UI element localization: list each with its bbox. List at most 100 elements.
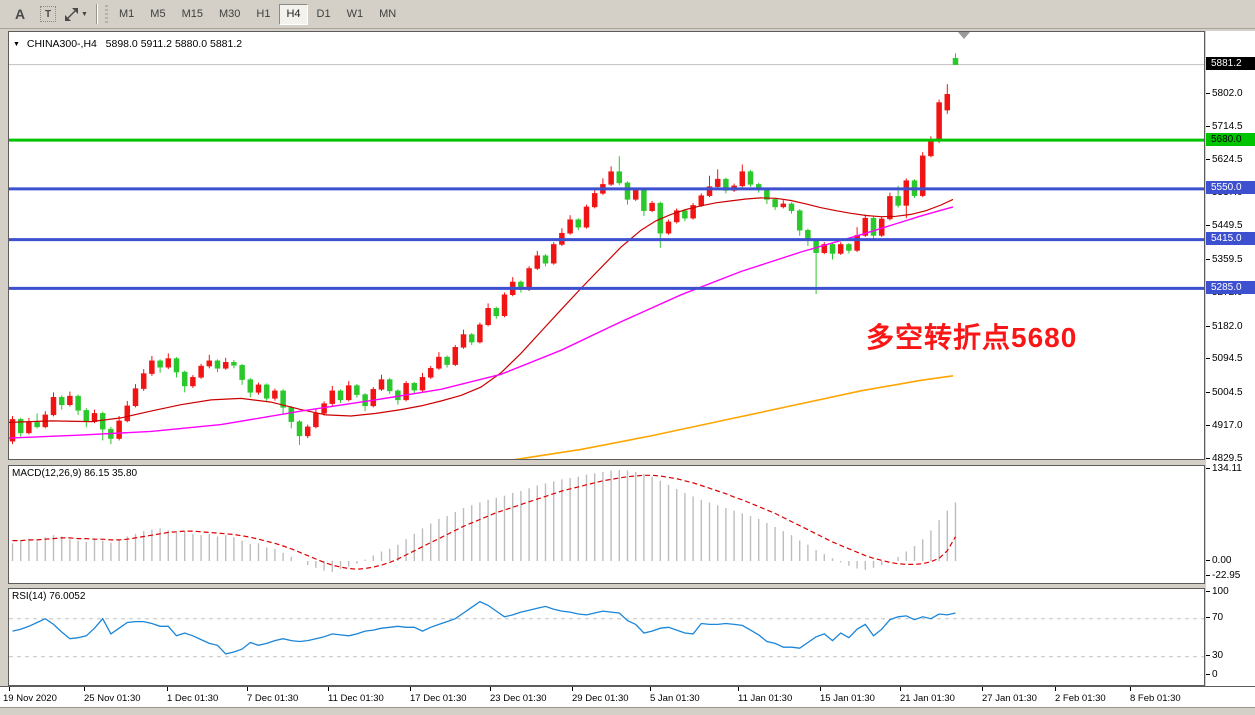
chart-ohlc-values: 5898.0 5911.2 5880.0 5881.2 <box>105 38 243 50</box>
candle <box>214 359 221 373</box>
candle <box>26 417 32 435</box>
rsi-tick-label: 70 <box>1212 612 1224 624</box>
candle <box>665 219 672 235</box>
candle <box>386 378 393 394</box>
candle <box>165 353 172 370</box>
candle <box>870 216 877 240</box>
candle <box>75 394 81 415</box>
candle <box>747 170 754 187</box>
candle <box>50 392 57 417</box>
time-tick-mark <box>247 687 248 691</box>
candle <box>181 370 188 393</box>
candle <box>452 345 459 367</box>
time-tick-mark <box>650 687 651 691</box>
candle <box>329 385 336 406</box>
candle <box>231 360 237 369</box>
price-tick-label: 5359.5 <box>1212 253 1243 265</box>
tab-w1[interactable]: W1 <box>340 4 371 25</box>
rsi-canvas[interactable] <box>9 589 1204 685</box>
tab-m5[interactable]: M5 <box>143 4 172 25</box>
text-tool-button[interactable]: T <box>35 3 61 26</box>
main-chart-panel[interactable] <box>8 31 1205 460</box>
candle <box>788 202 795 214</box>
candle <box>116 415 122 441</box>
chart-dropdown-icon[interactable]: ▼ <box>13 41 20 48</box>
candle <box>887 192 893 221</box>
rsi-panel[interactable] <box>8 588 1205 686</box>
candle <box>805 228 811 246</box>
candle <box>313 408 319 429</box>
tab-m15[interactable]: M15 <box>175 4 210 25</box>
macd-tick-label: -22.95 <box>1212 570 1241 582</box>
arrows-tool-button[interactable]: ▼ <box>63 3 89 26</box>
tab-m30[interactable]: M30 <box>212 4 247 25</box>
candle <box>706 175 713 198</box>
candle <box>559 228 565 246</box>
candle <box>477 322 483 344</box>
candle <box>649 200 655 213</box>
chart-title: ▼ CHINA300-,H4 5898.0 5911.2 5880.0 5881… <box>13 38 242 50</box>
panel-divider[interactable] <box>0 584 1255 588</box>
macd-panel[interactable] <box>8 465 1205 584</box>
time-label: 29 Dec 01:30 <box>572 693 629 704</box>
tab-m1[interactable]: M1 <box>112 4 141 25</box>
price-tick-mark <box>1206 358 1210 360</box>
candle <box>846 242 852 254</box>
candle <box>337 389 344 403</box>
candle <box>140 369 147 391</box>
macd-tick-mark <box>1206 468 1210 470</box>
time-axis[interactable]: 19 Nov 2020 25 Nov 01:30 1 Dec 01:30 7 Dec … <box>0 686 1255 708</box>
macd-canvas[interactable] <box>9 466 1204 583</box>
text-tool-icon: T <box>40 6 56 22</box>
macd-tick-label: 0.00 <box>1212 554 1232 566</box>
time-tick-mark <box>572 687 573 691</box>
time-label: 8 Feb 01:30 <box>1130 693 1181 704</box>
candle <box>616 156 623 186</box>
time-tick-mark <box>1055 687 1056 691</box>
font-tool-button[interactable]: A <box>7 3 33 26</box>
tab-d1[interactable]: D1 <box>310 4 338 25</box>
time-label: 7 Dec 01:30 <box>247 693 299 704</box>
candle <box>723 177 729 194</box>
candle <box>772 197 778 210</box>
candle <box>534 250 541 270</box>
candle <box>190 375 196 388</box>
time-label: 19 Nov 2020 <box>3 693 57 704</box>
price-badge: 5550.0 <box>1206 181 1255 195</box>
time-tick-mark <box>410 687 411 691</box>
candle <box>288 405 295 429</box>
candle <box>919 152 926 198</box>
toolbar-drag-handle[interactable] <box>105 5 108 23</box>
candle <box>198 363 204 379</box>
candle <box>378 374 385 391</box>
candle <box>58 395 65 410</box>
candle <box>878 216 885 237</box>
tab-mn[interactable]: MN <box>372 4 403 25</box>
tab-h4[interactable]: H4 <box>279 3 308 25</box>
panel-divider[interactable] <box>0 460 1255 465</box>
candle <box>714 169 721 189</box>
candle <box>157 359 163 373</box>
candle <box>222 357 229 370</box>
main-chart-canvas[interactable] <box>9 32 1204 459</box>
ma-orange-line <box>513 375 954 459</box>
candle <box>419 372 426 392</box>
candle <box>239 363 245 385</box>
time-label: 5 Jan 01:30 <box>650 693 700 704</box>
time-label: 17 Dec 01:30 <box>410 693 467 704</box>
price-scale[interactable]: 5802.05714.55624.55537.05449.55359.55272… <box>1206 31 1255 686</box>
candle <box>690 203 696 220</box>
candle <box>263 383 270 403</box>
price-tick-label: 4917.0 <box>1212 420 1243 431</box>
candle <box>509 277 516 297</box>
time-tick-mark <box>167 687 168 691</box>
rsi-tick-mark <box>1206 617 1210 619</box>
price-tick-mark <box>1206 325 1210 327</box>
tab-h1[interactable]: H1 <box>249 4 277 25</box>
candle <box>99 411 106 441</box>
time-tick-mark <box>84 687 85 691</box>
price-tick-mark <box>1206 457 1210 459</box>
chart-shift-marker[interactable] <box>958 32 970 39</box>
macd-signal-line <box>12 474 957 570</box>
candle <box>829 242 836 260</box>
